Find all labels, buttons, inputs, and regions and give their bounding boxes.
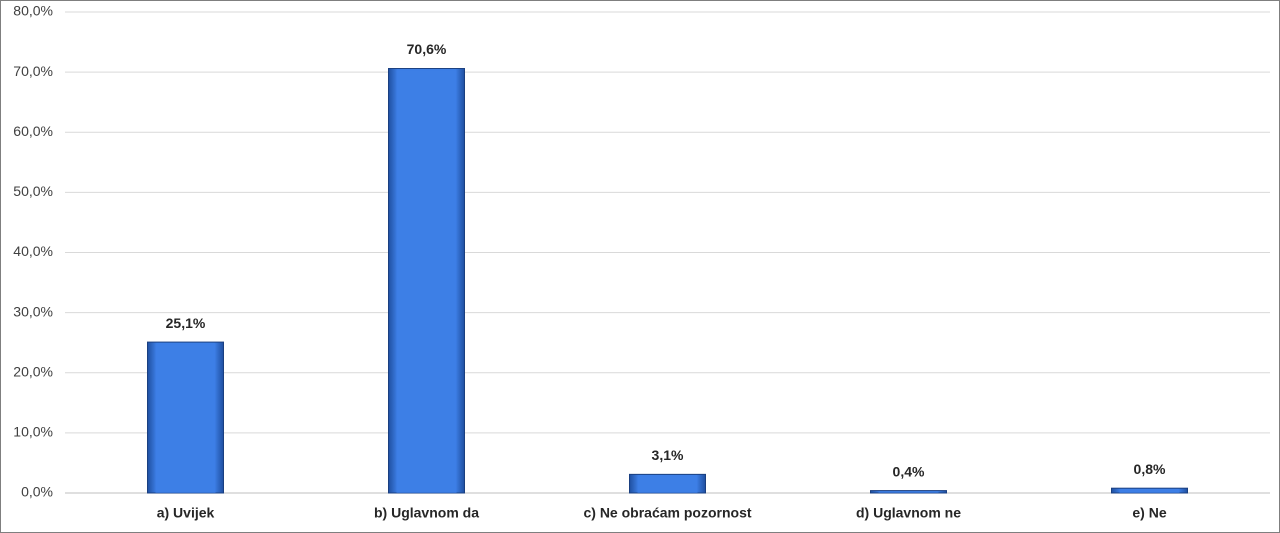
x-tick-label: c) Ne obraćam pozornost: [583, 505, 751, 521]
y-tick-label: 0,0%: [21, 484, 53, 500]
bar-highlight: [1119, 490, 1180, 493]
y-tick-label: 20,0%: [13, 363, 53, 379]
data-label: 70,6%: [407, 41, 447, 57]
bar-highlight: [396, 70, 457, 493]
data-label: 0,8%: [1134, 461, 1166, 477]
data-label: 25,1%: [166, 315, 206, 331]
x-tick-label: a) Uvijek: [157, 505, 215, 521]
bar-highlight: [637, 476, 698, 493]
y-tick-label: 50,0%: [13, 183, 53, 199]
y-tick-label: 40,0%: [13, 243, 53, 259]
bar-highlight: [155, 344, 216, 493]
data-label: 3,1%: [652, 447, 684, 463]
y-tick-label: 30,0%: [13, 303, 53, 319]
data-label: 0,4%: [893, 463, 925, 479]
y-tick-label: 10,0%: [13, 424, 53, 440]
y-tick-label: 80,0%: [13, 3, 53, 19]
x-tick-label: b) Uglavnom da: [374, 505, 479, 521]
y-tick-label: 60,0%: [13, 123, 53, 139]
x-tick-label: e) Ne: [1132, 505, 1166, 521]
x-tick-label: d) Uglavnom ne: [856, 505, 961, 521]
y-tick-label: 70,0%: [13, 63, 53, 79]
